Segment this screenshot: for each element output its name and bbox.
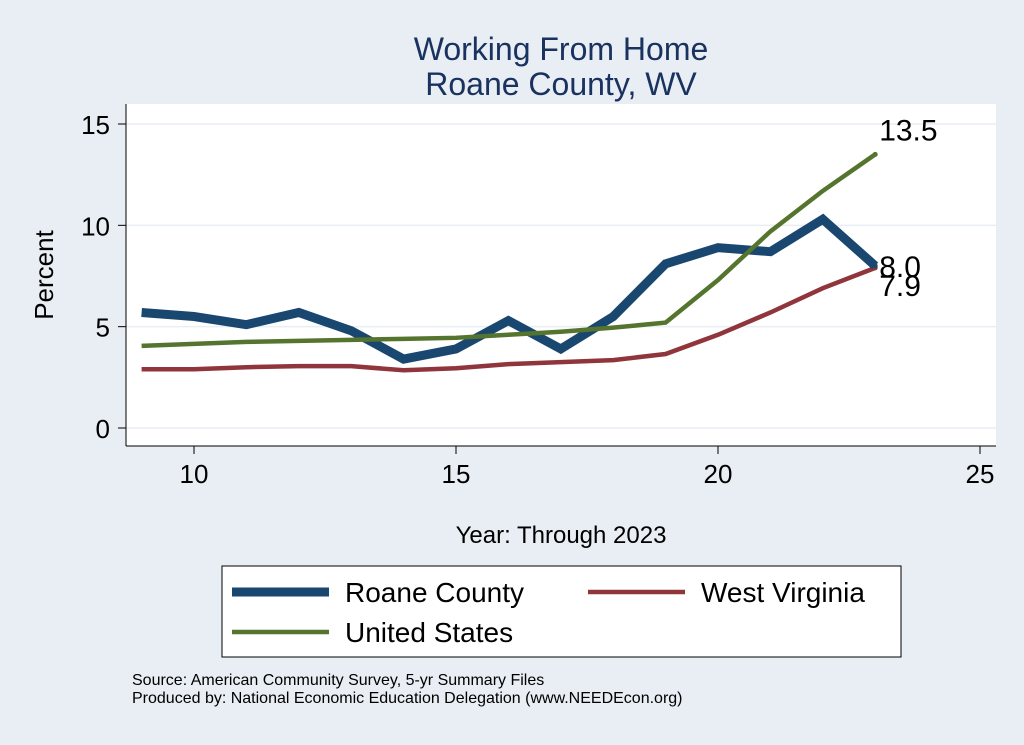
end-point [872,263,878,269]
legend-label: United States [345,617,513,648]
chart-subtitle: Roane County, WV [425,66,697,102]
series-line [141,265,877,373]
y-tick-label: 0 [96,414,110,444]
end-labels: 8.07.9 13.5 [879,114,937,302]
y-axis-label: Percent [29,229,59,319]
x-tick-label: 15 [442,459,471,489]
legend: Roane County West Virginia United States [221,565,902,658]
end-point [872,151,878,157]
legend-box [221,565,902,658]
axes: 0 5 10 15 10 15 20 25 [81,104,996,489]
producer-note: Produced by: National Economic Education… [132,690,683,707]
end-value-label: 7.9 [879,270,921,303]
end-value-label: 13.5 [879,114,937,147]
x-tick-label: 10 [180,459,209,489]
end-value-label: 8.0 [879,251,921,284]
y-tick-label: 10 [81,211,110,241]
x-tick-label: 20 [704,459,733,489]
y-tick-label: 5 [96,313,110,343]
series-line [141,152,877,349]
legend-label: Roane County [345,577,524,608]
source-note: Source: American Community Survey, 5-yr … [132,672,545,689]
series-lines [141,151,879,373]
plot-area [126,104,996,446]
x-tick-label: 25 [966,459,995,489]
gridlines [126,123,996,429]
chart-title: Working From Home [414,31,709,67]
legend-label: West Virginia [701,577,865,608]
x-axis-label: Year: Through 2023 [456,522,667,549]
y-tick-label: 15 [81,110,110,140]
